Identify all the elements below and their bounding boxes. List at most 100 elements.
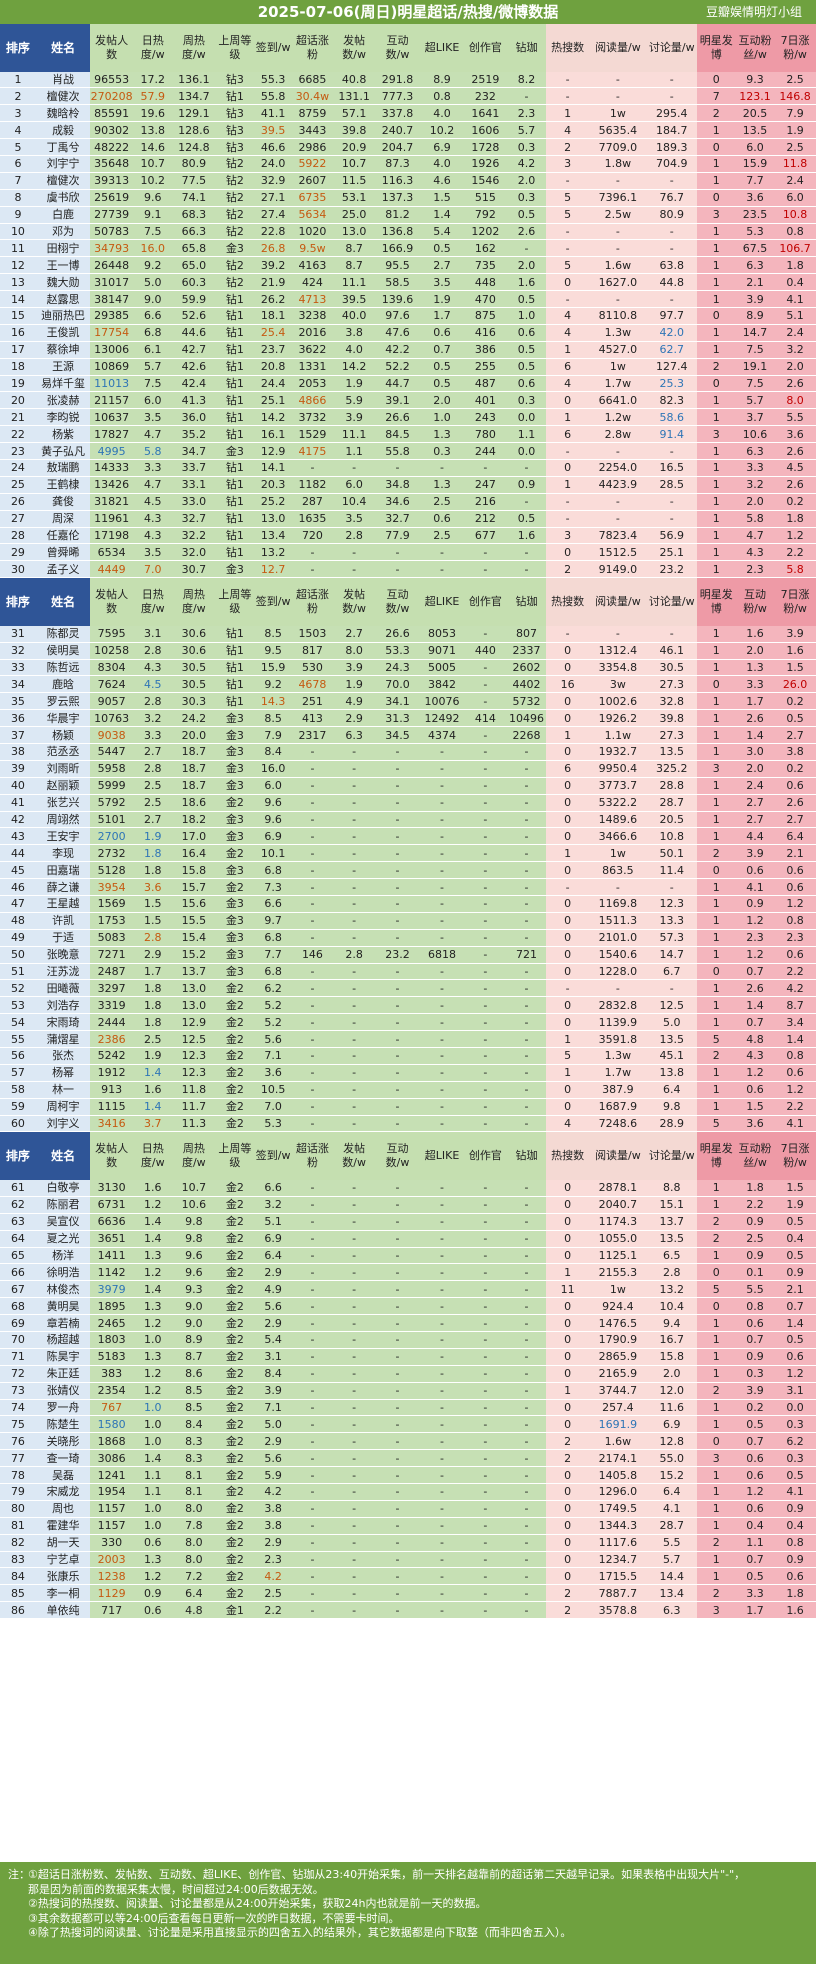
cell-interacting-fans: 1.7 (735, 692, 775, 711)
cell-daily-heat: 1.1 (133, 1466, 173, 1484)
cell-discussions: 11.4 (646, 861, 697, 880)
cell-super-like: - (420, 1213, 465, 1231)
cell-discussions: 13.7 (646, 1213, 697, 1231)
cell-daily-heat: 3.6 (133, 878, 173, 896)
cell-interactions: 337.8 (374, 104, 421, 123)
cell-post-users: 2465 (90, 1314, 134, 1332)
cell-interactions: 23.2 (374, 946, 421, 964)
cell-reads: 1511.3 (588, 912, 647, 930)
cell-rank: 21 (0, 408, 36, 427)
cell-super-like: 8053 (420, 625, 465, 643)
cell-checkins: 18.1 (254, 307, 292, 325)
column-header-posts: 发帖数/w (333, 577, 375, 626)
cell-discussions: 6.4 (646, 1483, 697, 1501)
cell-checkins: 7.0 (254, 1098, 292, 1116)
cell-discussions: 25.1 (646, 543, 697, 562)
table-row: 52 田曦薇 3297 1.8 13.0 金2 6.2- - - - - - - - -1 2.6 4.2 (0, 979, 816, 998)
cell-daily-heat: 2.5 (133, 794, 173, 812)
cell-super-like: - (420, 1115, 465, 1133)
cell-reads: 4527.0 (588, 341, 647, 359)
cell-interactions: - (374, 1196, 421, 1214)
cell-interactions: 24.3 (374, 659, 421, 677)
cell-discussions: 44.8 (646, 273, 697, 292)
cell-weekly-heat: 33.0 (172, 493, 216, 511)
cell-creators: 1202 (464, 223, 507, 241)
cell-creators: 232 (464, 87, 507, 106)
cell-hot-search-count: 6 (546, 358, 589, 376)
cell-rank: 53 (0, 996, 36, 1015)
cell-diamond: - (506, 1115, 547, 1133)
cell-interactions: - (374, 1483, 421, 1501)
cell-checkins: 8.4 (254, 743, 292, 761)
column-header-interacting-fans: 互动粉丝/w (735, 1131, 775, 1180)
cell-star-posts: 1 (696, 743, 736, 761)
cell-hot-search-count: 1 (546, 408, 589, 427)
table-row: 39 刘雨昕 5958 2.8 18.7 金3 16.0- - - - - -6 9950.4 325.2… (0, 760, 816, 778)
cell-post-users: 7595 (90, 625, 134, 643)
table-row: 43 王安宇 2700 1.9 17.0 金3 6.9- - - - - -0 3466.6 10.8 1 4… (0, 827, 816, 846)
cell-daily-heat: 1.6 (133, 1179, 173, 1197)
cell-posts: 39.8 (333, 121, 375, 140)
cell-name: 林俊杰 (35, 1280, 91, 1299)
cell-hot-search-count: 1 (546, 341, 589, 359)
column-header-post-users: 发帖人数 (90, 577, 134, 626)
cell-rank: 45 (0, 861, 36, 880)
cell-daily-heat: 1.8 (133, 979, 173, 998)
cell-interactions: - (374, 1247, 421, 1265)
cell-post-users: 31821 (90, 493, 134, 511)
table-row: 69 章若楠 2465 1.2 9.0 金2 2.9- - - - - -0 1476.5 9.4 1 0.6… (0, 1314, 816, 1332)
cell-creators: - (464, 1399, 507, 1417)
cell-super-like: 1.3 (420, 476, 465, 494)
cell-last-week-level: 金2 (215, 1081, 255, 1099)
cell-discussions: 13.3 (646, 912, 697, 930)
cell-checkins: 41.1 (254, 104, 292, 123)
cell-diamond: - (506, 794, 547, 812)
cell-star-posts: 7 (696, 87, 736, 106)
cell-creators: 875 (464, 307, 507, 325)
cell-daily-heat: 9.2 (133, 256, 173, 275)
cell-daily-heat: 2.5 (133, 1030, 173, 1048)
cell-posts: 39.5 (333, 290, 375, 308)
cell-super-like: - (420, 1064, 465, 1082)
cell-daily-heat: 1.0 (133, 1415, 173, 1434)
cell-daily-heat: 1.4 (133, 1098, 173, 1116)
cell-interacting-fans: 0.7 (735, 1551, 775, 1569)
cell-weekly-heat: 18.7 (172, 760, 216, 778)
cell-hot-search-count: - (546, 290, 589, 308)
cell-creators: - (464, 1348, 507, 1366)
cell-interactions: - (374, 1280, 421, 1299)
cell-super-like: - (420, 1280, 465, 1299)
cell-checkins: 2.5 (254, 1584, 292, 1603)
cell-checkins: 10.1 (254, 844, 292, 863)
cell-creators: - (464, 543, 507, 562)
cell-diamond: - (506, 827, 547, 846)
cell-hot-search-count: 1 (546, 1030, 589, 1048)
cell-daily-heat: 57.9 (133, 87, 173, 106)
cell-post-users: 10637 (90, 408, 134, 427)
cell-star-posts: 1 (696, 1567, 736, 1586)
cell-name: 陈昊宇 (35, 1348, 91, 1366)
cell-checkins: 39.2 (254, 256, 292, 275)
cell-supertopic-new-fans: - (291, 1415, 334, 1434)
column-header-star-posts: 明星发博 (696, 24, 736, 72)
cell-reads: 1489.6 (588, 811, 647, 829)
cell-weekly-heat: 129.1 (172, 104, 216, 123)
cell-creators: 1728 (464, 138, 507, 156)
cell-reads: 7396.1 (588, 189, 647, 207)
cell-seven-day-fans: 0.6 (774, 1348, 816, 1366)
cell-posts: - (333, 979, 375, 998)
cell-diamond: - (506, 1280, 547, 1299)
cell-posts: 131.1 (333, 87, 375, 106)
cell-posts: - (333, 1013, 375, 1032)
cell-supertopic-new-fans: 146 (291, 946, 334, 964)
cell-diamond: 2602 (506, 659, 547, 677)
cell-super-like: - (420, 1230, 465, 1248)
cell-checkins: 14.1 (254, 459, 292, 477)
cell-posts: 8.7 (333, 239, 375, 258)
cell-super-like: - (420, 1331, 465, 1349)
cell-daily-heat: 1.2 (133, 1196, 173, 1214)
cell-diamond: - (506, 1098, 547, 1116)
cell-creators: - (464, 1314, 507, 1332)
cell-rank: 62 (0, 1196, 36, 1214)
cell-discussions: 16.5 (646, 459, 697, 477)
